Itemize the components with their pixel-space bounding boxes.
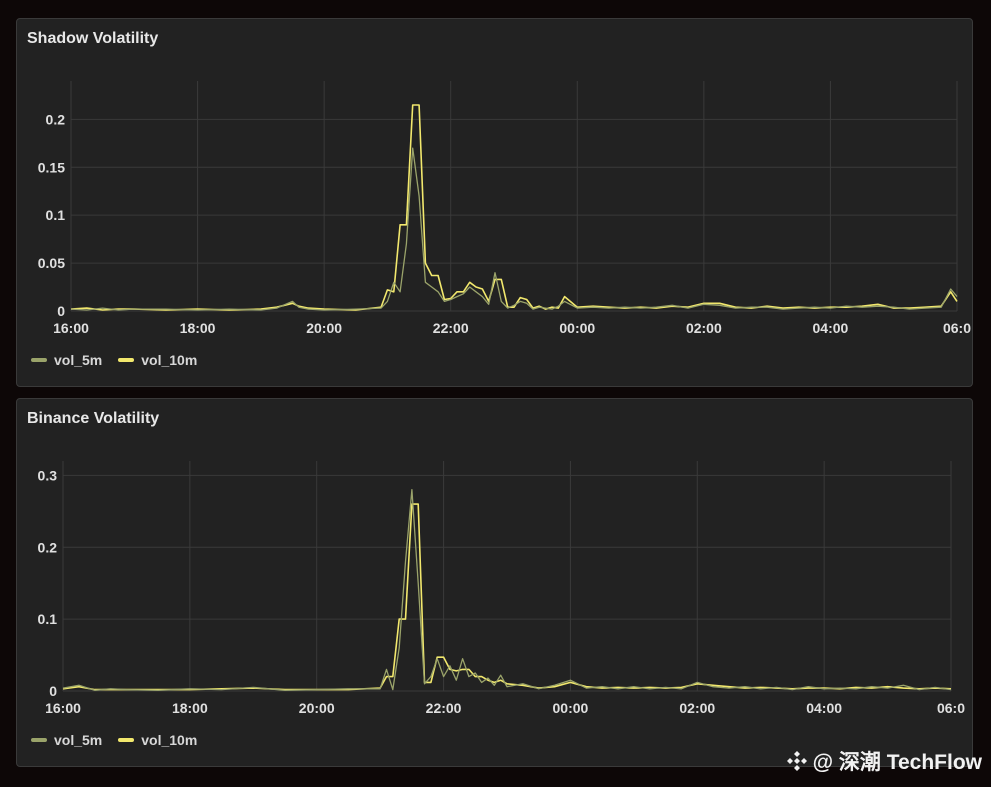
legend-label-vol-5m: vol_5m [54,352,103,368]
y-tick-label: 0.1 [46,207,66,223]
x-tick-label: 16:00 [53,320,89,336]
x-tick-label: 20:00 [306,320,342,336]
legend-label-vol-10m: vol_10m [141,732,198,748]
x-tick-label: 18:00 [172,700,208,716]
legend-swatch-vol-10m [118,738,135,742]
shadow-volatility-chart: 16:00 18:00 20:00 22:00 00:00 02:00 04:00 06:0 0… [38,81,971,336]
x-tick-label: 20:00 [299,700,335,716]
x-tick-label: 16:00 [45,700,81,716]
techflow-logo-icon [786,751,807,771]
y-tick-label: 0.3 [38,467,58,483]
shadow-volatility-panel: Shadow Volatility 16:00 18:00 20:00 22:00 00… [16,18,973,387]
x-tick-label: 06:0 [943,320,971,336]
legend-swatch-vol-5m [31,738,47,742]
legend-item-vol-5m[interactable]: vol_5m [31,732,102,748]
x-tick-label: 22:00 [433,320,469,336]
y-tick-label: 0.2 [38,539,58,555]
x-tick-label: 04:00 [806,700,842,716]
y-tick-label: 0 [49,683,57,699]
series-line-vol-5m [62,489,952,691]
x-tick-label: 00:00 [553,700,589,716]
legend-item-vol-10m[interactable]: vol_10m [118,732,197,748]
y-tick-label: 0.1 [38,611,58,627]
legend-swatch-vol-5m [31,358,47,362]
x-tick-label: 06:0 [937,700,965,716]
legend-label-vol-10m: vol_10m [141,352,198,368]
watermark-text: @ 深潮 TechFlow [812,751,982,774]
x-tick-label: 04:00 [813,320,849,336]
binance-volatility-chart: 16:00 18:00 20:00 22:00 00:00 02:00 04:00 06:0 0… [38,461,965,716]
y-tick-label: 0.2 [46,111,66,127]
x-tick-label: 18:00 [180,320,216,336]
legend-item-vol-5m[interactable]: vol_5m [31,352,102,368]
panel-title: Shadow Volatility [27,30,159,47]
legend: vol_5m vol_10m [31,732,197,748]
y-tick-label: 0 [57,303,65,319]
series-line-vol-5m [70,147,958,311]
x-tick-label: 02:00 [686,320,722,336]
panel-title: Binance Volatility [27,410,160,427]
legend-item-vol-10m[interactable]: vol_10m [118,352,197,368]
x-tick-label: 22:00 [426,700,462,716]
y-tick-label: 0.05 [38,255,65,271]
series-line-vol-10m [70,104,958,311]
x-tick-label: 02:00 [679,700,715,716]
series-line-vol-10m [62,503,952,691]
legend-swatch-vol-10m [118,358,135,362]
x-tick-label: 00:00 [559,320,595,336]
watermark: @ 深潮 TechFlow [786,746,982,776]
binance-volatility-panel: Binance Volatility 16:00 18:00 20:00 22:00 0… [16,398,973,767]
legend: vol_5m vol_10m [31,352,197,368]
legend-label-vol-5m: vol_5m [54,732,103,748]
y-tick-label: 0.15 [38,159,65,175]
